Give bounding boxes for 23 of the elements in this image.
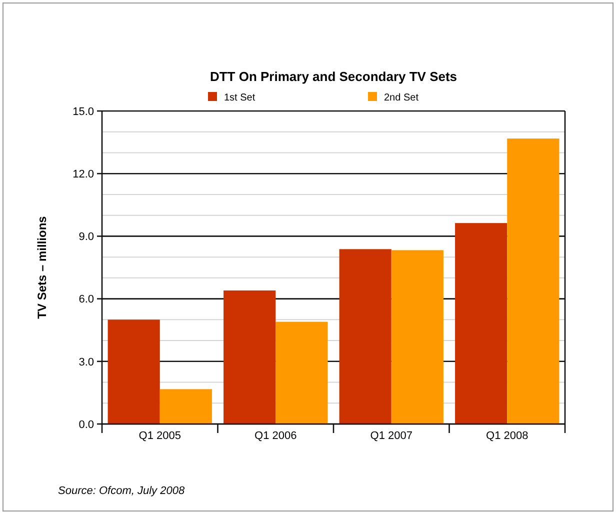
y-tick-label: 3.0 xyxy=(78,356,94,368)
bar xyxy=(276,322,328,424)
bar xyxy=(507,138,560,424)
legend-label: 2nd Set xyxy=(384,92,419,104)
bar xyxy=(391,250,444,424)
x-tick-label: Q1 2008 xyxy=(486,430,528,442)
bar xyxy=(224,290,276,424)
y-axis-title: TV Sets – millions xyxy=(35,216,49,319)
bar xyxy=(455,223,508,424)
y-tick-label: 12.0 xyxy=(72,168,94,180)
bar xyxy=(160,389,212,424)
bar xyxy=(108,320,160,424)
legend-label: 1st Set xyxy=(224,92,256,104)
x-tick-label: Q1 2006 xyxy=(254,430,297,442)
y-tick-label: 15.0 xyxy=(72,106,94,118)
x-tick-label: Q1 2007 xyxy=(370,430,412,442)
y-tick-label: 9.0 xyxy=(78,231,94,244)
bar xyxy=(339,249,392,424)
x-tick-label: Q1 2005 xyxy=(138,430,181,442)
y-tick-label: 6.0 xyxy=(78,294,94,306)
chart-title: DTT On Primary and Secondary TV Sets xyxy=(210,69,458,84)
y-tick-label: 0.0 xyxy=(78,418,94,431)
source-note: Source: Ofcom, July 2008 xyxy=(58,485,186,497)
